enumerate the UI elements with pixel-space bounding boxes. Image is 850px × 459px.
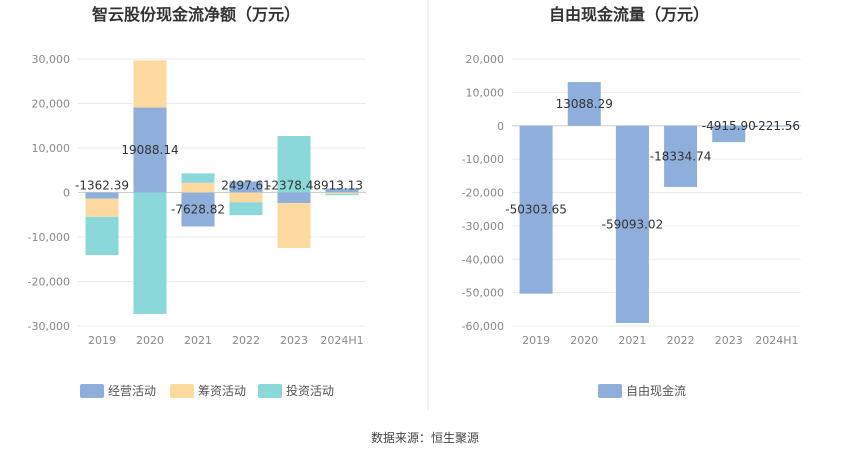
bar (325, 193, 359, 196)
x-tick-label: 2022 (667, 334, 695, 347)
bar (85, 216, 119, 256)
data-label: 13088.29 (556, 97, 613, 111)
legend-swatch[interactable] (258, 384, 282, 398)
bar (760, 125, 794, 127)
y-tick-label: 0 (497, 120, 504, 133)
x-tick-label: 2019 (522, 334, 550, 347)
y-tick-label: -20,000 (462, 187, 504, 200)
bar (277, 192, 311, 204)
y-tick-label: -10,000 (462, 153, 504, 166)
data-label: -221.56 (754, 119, 800, 133)
y-tick-label: 20,000 (466, 53, 505, 66)
bar (181, 182, 215, 193)
legend-label[interactable]: 自由现金流 (626, 383, 686, 398)
x-tick-label: 2019 (88, 334, 116, 347)
legend-label[interactable]: 经营活动 (108, 384, 156, 398)
bar (325, 192, 359, 194)
y-tick-label: 0 (63, 187, 70, 200)
y-tick-label: -10,000 (28, 231, 70, 244)
bar (712, 125, 746, 143)
legend-label[interactable]: 筹资活动 (198, 384, 246, 398)
y-tick-label: 20,000 (32, 98, 71, 111)
bar (181, 192, 215, 227)
bar (181, 173, 215, 183)
x-tick-label: 2024H1 (755, 334, 798, 347)
bar (519, 125, 553, 294)
bar (664, 125, 698, 187)
x-tick-label: 2023 (715, 334, 743, 347)
bar (229, 181, 263, 193)
bar (133, 60, 167, 108)
bar (85, 192, 119, 199)
data-label: 19088.14 (121, 143, 178, 157)
bar (229, 192, 263, 203)
y-tick-label: 10,000 (466, 86, 505, 99)
legend-swatch[interactable] (80, 384, 104, 398)
data-label: -7628.82 (171, 202, 225, 216)
bar (277, 135, 311, 193)
y-tick-label: 10,000 (32, 142, 71, 155)
y-tick-label: -30,000 (462, 220, 504, 233)
legend-swatch[interactable] (170, 384, 194, 398)
data-label: -4915.90 (702, 119, 756, 133)
bar (325, 188, 359, 193)
chart-title: 自由现金流量（万元） (549, 5, 709, 24)
y-tick-label: -50,000 (462, 287, 504, 300)
data-label: 2497.61 (221, 179, 271, 193)
cash-flow-net-chart: 智云股份现金流净额（万元） -30,000 -20,000 -10,000 0 10,00… (28, 5, 366, 398)
x-tick-label: 2023 (280, 334, 308, 347)
chart-title: 智云股份现金流净额（万元） (92, 5, 300, 24)
legend-label[interactable]: 投资活动 (286, 383, 334, 398)
data-label: 913.13 (321, 179, 363, 193)
data-label: -18334.74 (650, 149, 712, 163)
bar (229, 202, 263, 216)
x-tick-label: 2022 (232, 334, 260, 347)
free-cash-flow-chart: 自由现金流量（万元） -60,000 -50,000 -40,000 -30,000 -2… (462, 5, 801, 398)
legend-swatch[interactable] (598, 384, 622, 398)
data-label: -59093.02 (602, 217, 664, 231)
bar (277, 203, 311, 249)
x-tick-label: 2020 (136, 334, 164, 347)
y-tick-label: -60,000 (462, 320, 504, 333)
bar (133, 192, 167, 314)
bar (133, 107, 167, 193)
y-tick-label: -30,000 (28, 320, 70, 333)
bar (615, 125, 649, 323)
data-source-note: 数据来源：恒生聚源 (370, 431, 479, 445)
x-tick-label: 2020 (570, 334, 598, 347)
bar (567, 82, 601, 126)
x-tick-label: 2024H1 (320, 334, 363, 347)
bar (85, 198, 119, 217)
data-label: -1362.39 (75, 179, 129, 193)
y-tick-label: 30,000 (32, 53, 71, 66)
x-tick-label: 2021 (184, 334, 212, 347)
data-label: -50303.65 (505, 203, 567, 217)
y-tick-label: -20,000 (28, 276, 70, 289)
x-tick-label: 2021 (618, 334, 646, 347)
y-tick-label: -40,000 (462, 253, 504, 266)
data-label: -2378.48 (267, 179, 321, 193)
